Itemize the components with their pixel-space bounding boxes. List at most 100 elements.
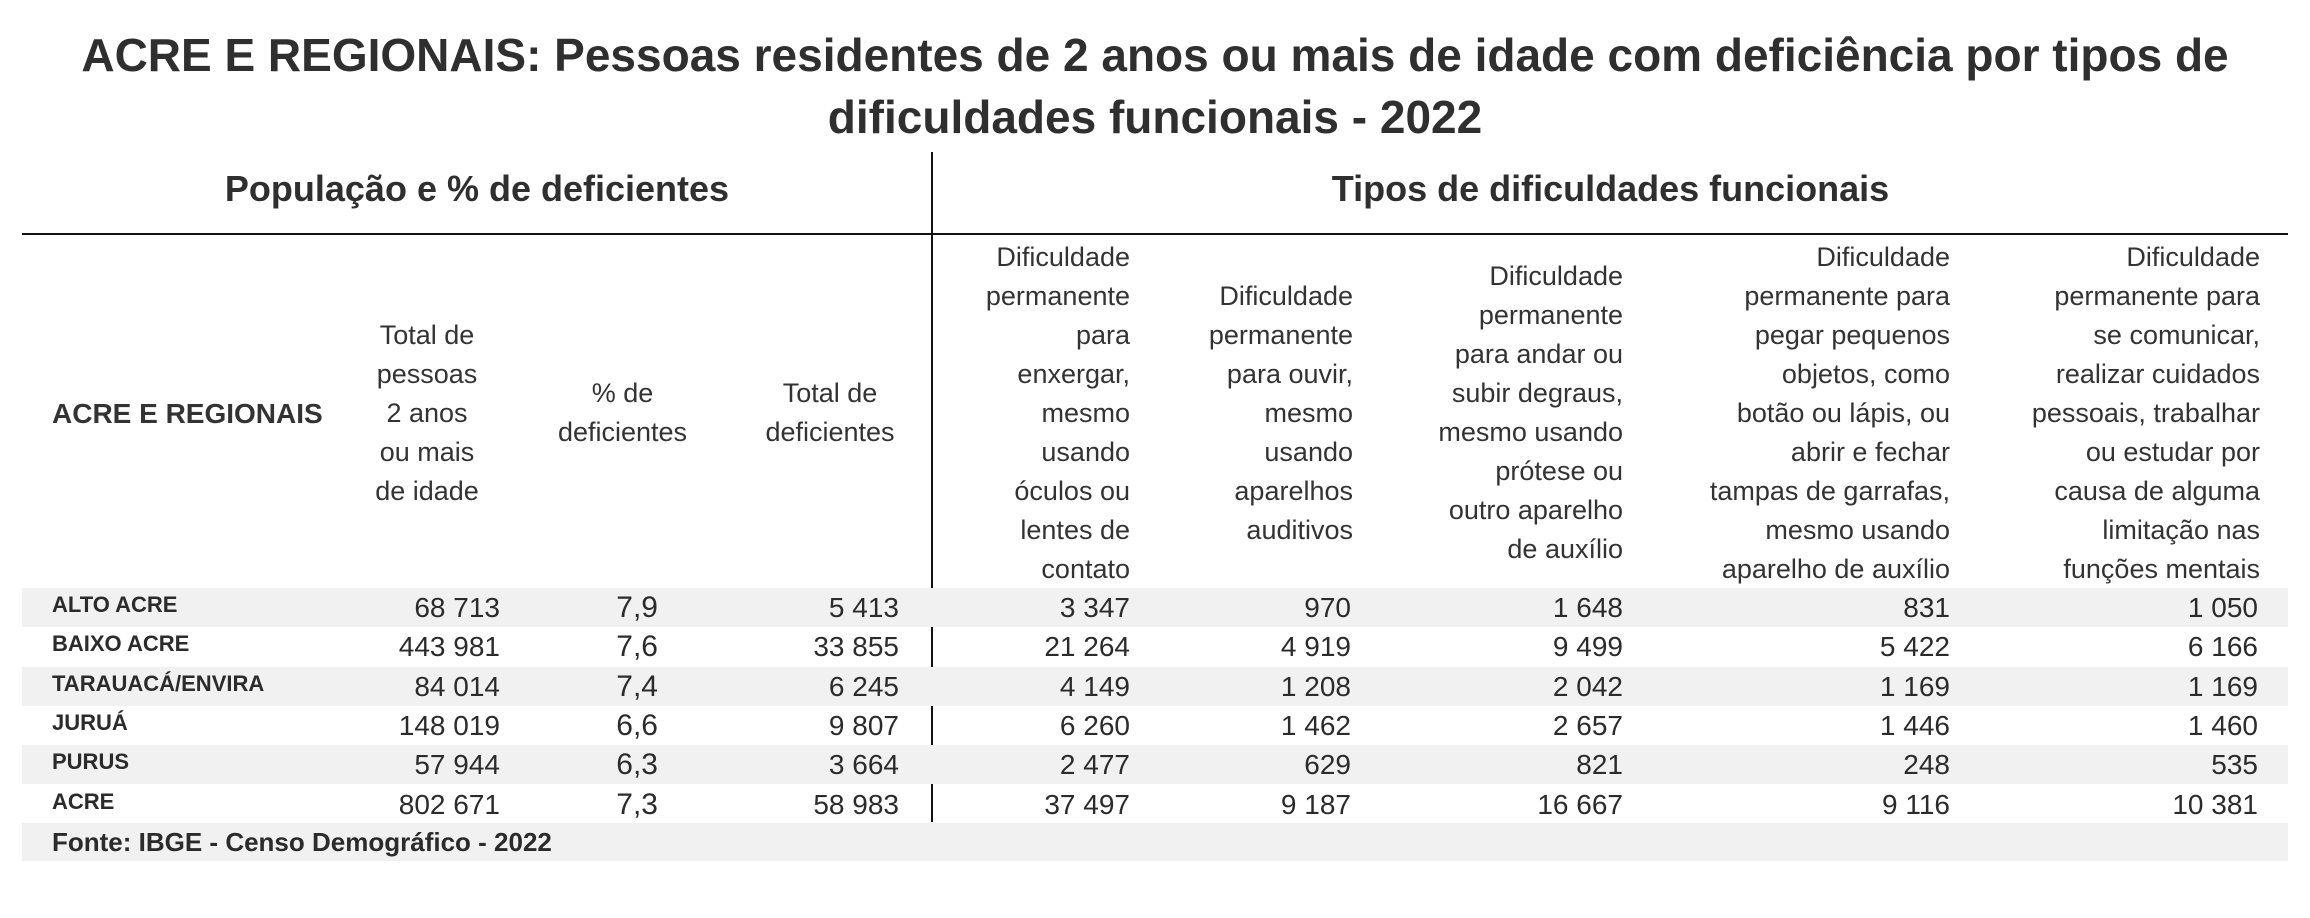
col-header-line: permanente xyxy=(985,280,1130,311)
col-header-line: usando xyxy=(1264,436,1353,467)
cell-hear: 629 xyxy=(1304,749,1351,781)
cell-grab: 9 116 xyxy=(1882,788,1950,820)
cell-total-pop: 802 671 xyxy=(398,788,500,820)
cell-total-pop: 68 713 xyxy=(414,592,500,623)
region-name: JURUÁ xyxy=(52,709,128,735)
cell-communicate: 1 050 xyxy=(2187,592,2258,623)
col-header-line: de idade xyxy=(375,475,479,506)
col-header-line: para ouvir, xyxy=(1226,358,1353,389)
col-header-total-def: Total de deficientes xyxy=(740,238,920,588)
table-row: JURUÁ 148 019 6,6 9 807 6 260 1 462 2 657 1 446… xyxy=(22,706,2288,745)
header-divider xyxy=(22,233,2288,235)
cell-walk: 16 667 xyxy=(1537,788,1623,820)
source-text: Fonte: IBGE - Censo Demográfico - 2022 xyxy=(52,827,552,857)
cell-hear: 9 187 xyxy=(1280,788,1351,820)
col-header-line: tampas de garrafas, xyxy=(1709,475,1950,506)
col-header-line: ou estudar por xyxy=(2085,436,2260,467)
cell-hear: 4 919 xyxy=(1280,631,1351,663)
cell-grab: 5 422 xyxy=(1879,631,1950,663)
table-row: TARAUACÁ/ENVIRA 84 014 7,4 6 245 4 149 1 208 2… xyxy=(22,666,2288,706)
cell-see: 6 260 xyxy=(1059,709,1130,741)
col-header-line: permanente xyxy=(1478,300,1623,330)
col-header-line: para andar ou xyxy=(1454,339,1623,369)
cell-see: 4 149 xyxy=(1059,670,1130,702)
title-line-2: dificuldades funcionais - 2022 xyxy=(827,91,1483,143)
cell-see: 21 264 xyxy=(1044,631,1130,663)
cell-walk: 2 042 xyxy=(1552,670,1623,702)
cell-pct: 7,4 xyxy=(616,669,658,703)
cell-total-pop: 443 981 xyxy=(398,631,500,663)
col-header-line: permanente xyxy=(1208,319,1353,350)
cell-total-def: 6 245 xyxy=(828,670,899,702)
col-header-total-pop: Total de pessoas 2 anos ou mais de idade xyxy=(352,238,502,588)
col-header-line: botão ou lápis, ou xyxy=(1736,397,1950,428)
group-header-types: Tipos de dificuldades funcionais xyxy=(1331,168,1890,209)
col-header-line: pessoas xyxy=(376,358,478,389)
col-header-line: objetos, como xyxy=(1781,358,1950,389)
col-header-line: pessoais, trabalhar xyxy=(2031,397,2260,428)
col-header-grab: Dificuldade permanente para pegar pequenos… xyxy=(1660,238,1950,588)
col-header-line: óculos ou xyxy=(1014,475,1130,506)
col-header-line: funções mentais xyxy=(2063,553,2260,584)
cell-pct: 6,6 xyxy=(616,708,658,742)
col-header-region: ACRE E REGIONAIS xyxy=(52,238,352,588)
col-header-line: deficientes xyxy=(557,417,688,447)
col-header-line: causa de alguma xyxy=(2054,475,2260,506)
col-header-line: mesmo xyxy=(1264,397,1353,428)
cell-see: 3 347 xyxy=(1059,592,1130,623)
col-header-line: lentes de xyxy=(1020,514,1130,545)
cell-see: 37 497 xyxy=(1044,788,1130,820)
cell-pct: 7,6 xyxy=(616,630,658,664)
cell-grab: 248 xyxy=(1903,749,1950,781)
col-header-line: mesmo xyxy=(1041,397,1130,428)
col-header-line: % de xyxy=(591,378,654,408)
cell-pct: 7,9 xyxy=(616,591,658,624)
col-header-communicate: Dificuldade permanente para se comunicar, r… xyxy=(1990,238,2260,588)
table-row: ALTO ACRE 68 713 7,9 5 413 3 347 970 1 648 831 1… xyxy=(22,588,2288,627)
table-row: BAIXO ACRE 443 981 7,6 33 855 21 264 4 919 9 4… xyxy=(22,627,2288,666)
col-header-line: Dificuldade xyxy=(996,241,1130,272)
col-header-line: 2 anos xyxy=(386,397,468,428)
cell-walk: 821 xyxy=(1576,749,1623,781)
col-header-line: mesmo usando xyxy=(1765,514,1950,545)
cell-walk: 2 657 xyxy=(1552,709,1623,741)
cell-total-def: 3 664 xyxy=(828,749,899,781)
cell-hear: 970 xyxy=(1304,592,1351,623)
col-header-line: deficientes xyxy=(765,417,895,447)
col-header-line: prótese ou xyxy=(1495,456,1623,486)
col-header-line: pegar pequenos xyxy=(1754,319,1950,350)
col-header-line: Dificuldade xyxy=(1816,241,1950,272)
col-header-walk: Dificuldade permanente para andar ou subir … xyxy=(1390,238,1623,588)
region-name: ACRE xyxy=(52,788,115,814)
cell-grab: 831 xyxy=(1903,592,1950,623)
col-header-see: Dificuldade permanente para enxergar, mesmo u… xyxy=(945,238,1130,588)
title-line-1: ACRE E REGIONAIS: Pessoas residentes de … xyxy=(81,29,2229,81)
cell-communicate: 535 xyxy=(2211,749,2258,781)
col-header-line: ACRE E REGIONAIS xyxy=(52,397,323,429)
cell-total-pop: 57 944 xyxy=(414,749,500,781)
cell-total-pop: 84 014 xyxy=(414,670,500,702)
cell-total-pop: 148 019 xyxy=(398,709,500,741)
col-header-line: permanente para xyxy=(2054,280,2260,311)
col-header-line: usando xyxy=(1041,436,1130,467)
cell-total-def: 33 855 xyxy=(813,631,899,663)
col-header-line: auditivos xyxy=(1246,514,1353,545)
table-row: PURUS 57 944 6,3 3 664 2 477 629 821 248 535 xyxy=(22,745,2288,785)
cell-total-def: 58 983 xyxy=(813,788,899,820)
col-header-line: mesmo usando xyxy=(1438,417,1623,447)
cell-communicate: 1 460 xyxy=(2187,709,2258,741)
col-header-line: ou mais xyxy=(379,436,475,467)
cell-grab: 1 446 xyxy=(1879,709,1950,741)
col-header-line: Total de xyxy=(379,319,475,350)
col-header-line: Total de xyxy=(782,378,878,408)
region-name: PURUS xyxy=(52,749,130,775)
cell-communicate: 6 166 xyxy=(2187,631,2258,663)
cell-walk: 1 648 xyxy=(1552,592,1623,623)
vertical-divider xyxy=(931,152,933,822)
cell-walk: 9 499 xyxy=(1552,631,1623,663)
col-header-line: Dificuldade xyxy=(1219,280,1353,311)
col-header-line: subir degraus, xyxy=(1451,378,1623,408)
col-header-line: aparelho de auxílio xyxy=(1721,553,1950,584)
cell-pct: 7,3 xyxy=(616,787,658,821)
cell-grab: 1 169 xyxy=(1879,670,1950,702)
